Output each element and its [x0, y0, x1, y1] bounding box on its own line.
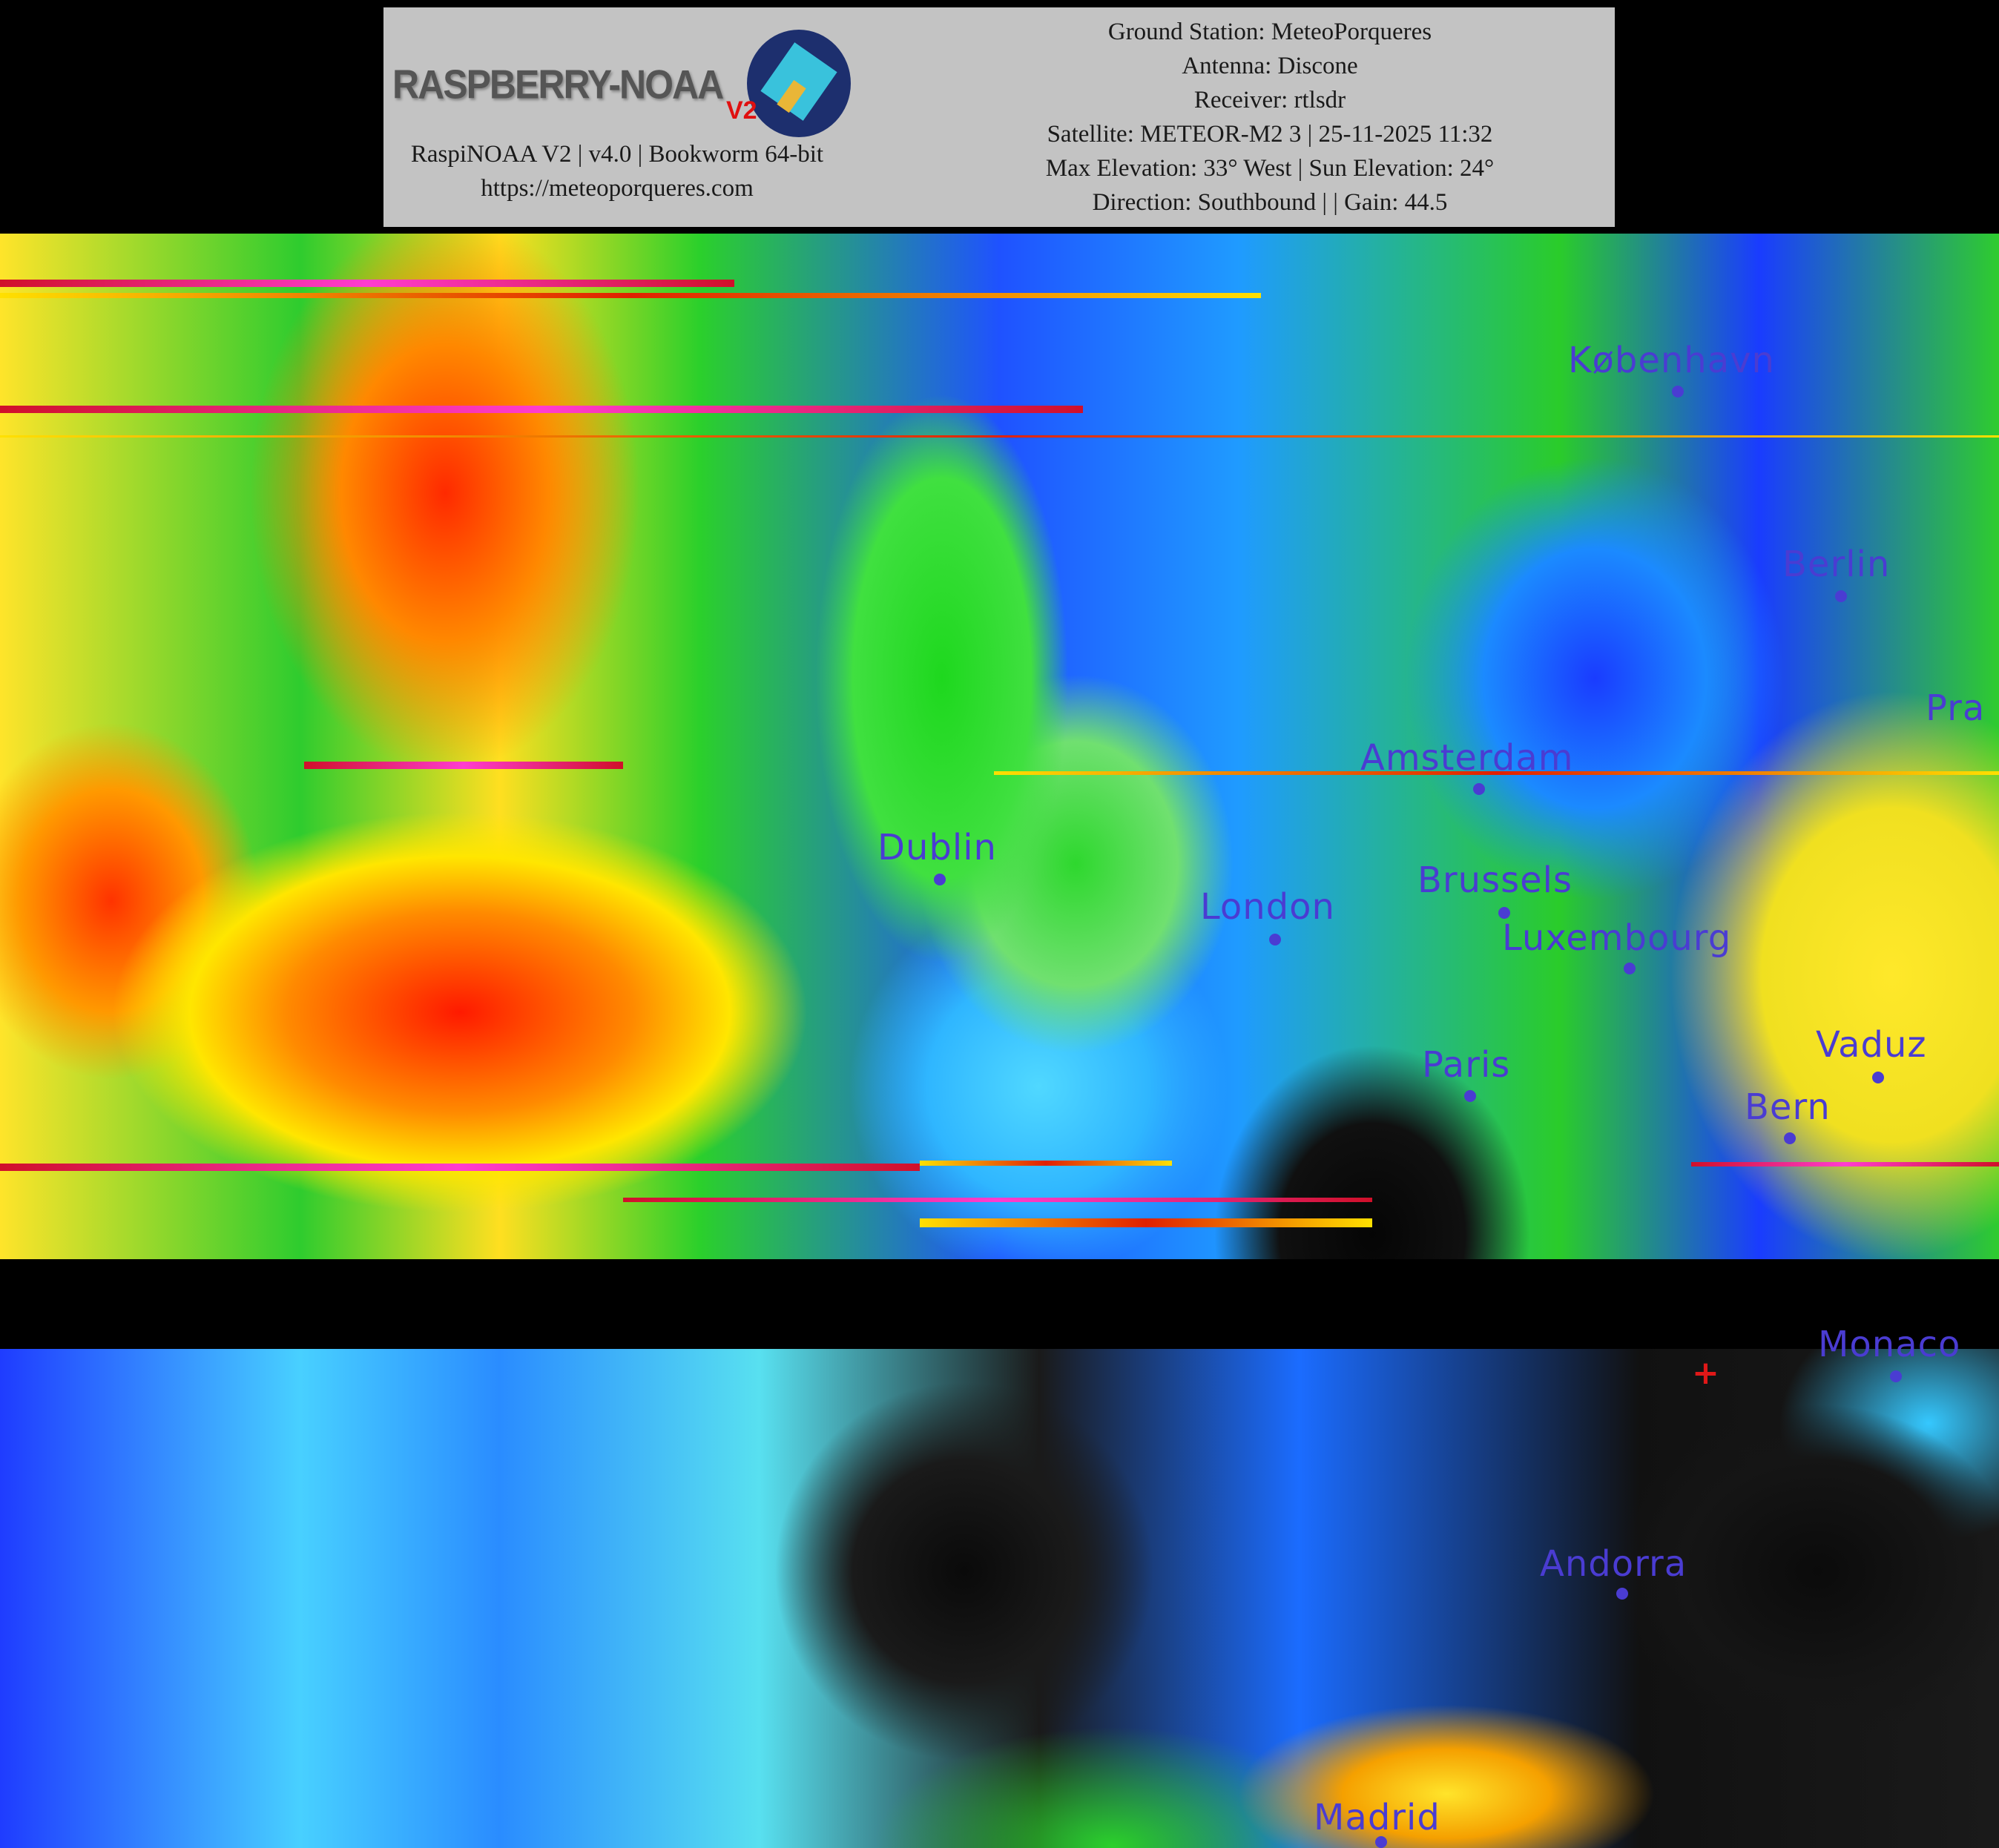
- city-label: Dublin: [877, 827, 997, 868]
- city-dot: [1269, 934, 1281, 946]
- city-label: Pra: [1926, 687, 1986, 729]
- pass-info: Ground Station: MeteoPorqueres Antenna: …: [925, 15, 1615, 220]
- city-label: Madrid: [1314, 1797, 1440, 1838]
- website-link[interactable]: https://meteoporqueres.com: [481, 175, 754, 202]
- noise-streak: [920, 1161, 1172, 1166]
- satellite-image: [0, 234, 1999, 1848]
- city-label: Paris: [1422, 1044, 1511, 1086]
- city-dot: [1616, 1588, 1628, 1600]
- city-dot: [1672, 386, 1684, 397]
- city-label: Bern: [1745, 1086, 1831, 1128]
- city-label: Andorra: [1540, 1543, 1687, 1585]
- satellite: Satellite: METEOR-M2 3 | 25-11-2025 11:3…: [1047, 121, 1493, 148]
- antenna: Antenna: Discone: [1182, 53, 1358, 79]
- city-dot: [934, 874, 946, 885]
- noise-streak: [0, 280, 734, 287]
- logo-version-badge: V2: [726, 96, 757, 125]
- city-label: Luxembourg: [1502, 917, 1732, 959]
- city-dot: [1624, 963, 1636, 974]
- city-label: Monaco: [1818, 1324, 1961, 1365]
- ground-station: Ground Station: MeteoPorqueres: [1107, 19, 1432, 45]
- city-dot: [1473, 783, 1485, 795]
- direction-gain: Direction: Southbound | | Gain: 44.5: [1092, 189, 1448, 216]
- raspberry-noaa-logo: RASPBERRY-NOAA: [392, 62, 724, 108]
- noise-streak: [304, 762, 623, 769]
- noise-streak: [0, 1164, 920, 1171]
- software-info: RaspiNOAA V2 | v4.0 | Bookworm 64-bit ht…: [383, 137, 851, 205]
- city-dot: [1784, 1132, 1796, 1144]
- city-label: Amsterdam: [1360, 737, 1574, 779]
- noise-streak: [1691, 1162, 1999, 1166]
- city-dot: [1890, 1370, 1902, 1382]
- noise-streak: [0, 435, 1999, 438]
- info-banner: RASPBERRY-NOAA V2 RaspiNOAA V2 | v4.0 | …: [383, 7, 1615, 227]
- noise-streak: [623, 1198, 1372, 1202]
- city-label: Vaduz: [1816, 1024, 1927, 1066]
- city-label: Brussels: [1417, 859, 1572, 901]
- noise-streak: [0, 293, 1261, 298]
- city-dot: [1872, 1072, 1884, 1083]
- city-dot: [1375, 1836, 1387, 1848]
- image-swath-south: [0, 1349, 1999, 1848]
- software-version: RaspiNOAA V2 | v4.0 | Bookworm 64-bit: [410, 141, 824, 168]
- station-cross-icon: +: [1692, 1354, 1719, 1392]
- noise-streak: [994, 771, 1999, 775]
- city-dot: [1498, 907, 1510, 919]
- city-dot: [1835, 590, 1847, 602]
- noise-streak: [0, 406, 1083, 413]
- city-label: Berlin: [1782, 544, 1891, 585]
- city-dot: [1464, 1090, 1476, 1102]
- image-swath-north: [0, 234, 1999, 1259]
- signal-gap: [0, 1259, 1999, 1349]
- city-label: København: [1568, 340, 1775, 381]
- noise-streak: [920, 1218, 1372, 1227]
- satellite-logo-icon: [747, 30, 851, 137]
- elevation: Max Elevation: 33° West | Sun Elevation:…: [1045, 155, 1495, 182]
- city-label: London: [1200, 886, 1335, 928]
- receiver: Receiver: rtlsdr: [1193, 87, 1346, 113]
